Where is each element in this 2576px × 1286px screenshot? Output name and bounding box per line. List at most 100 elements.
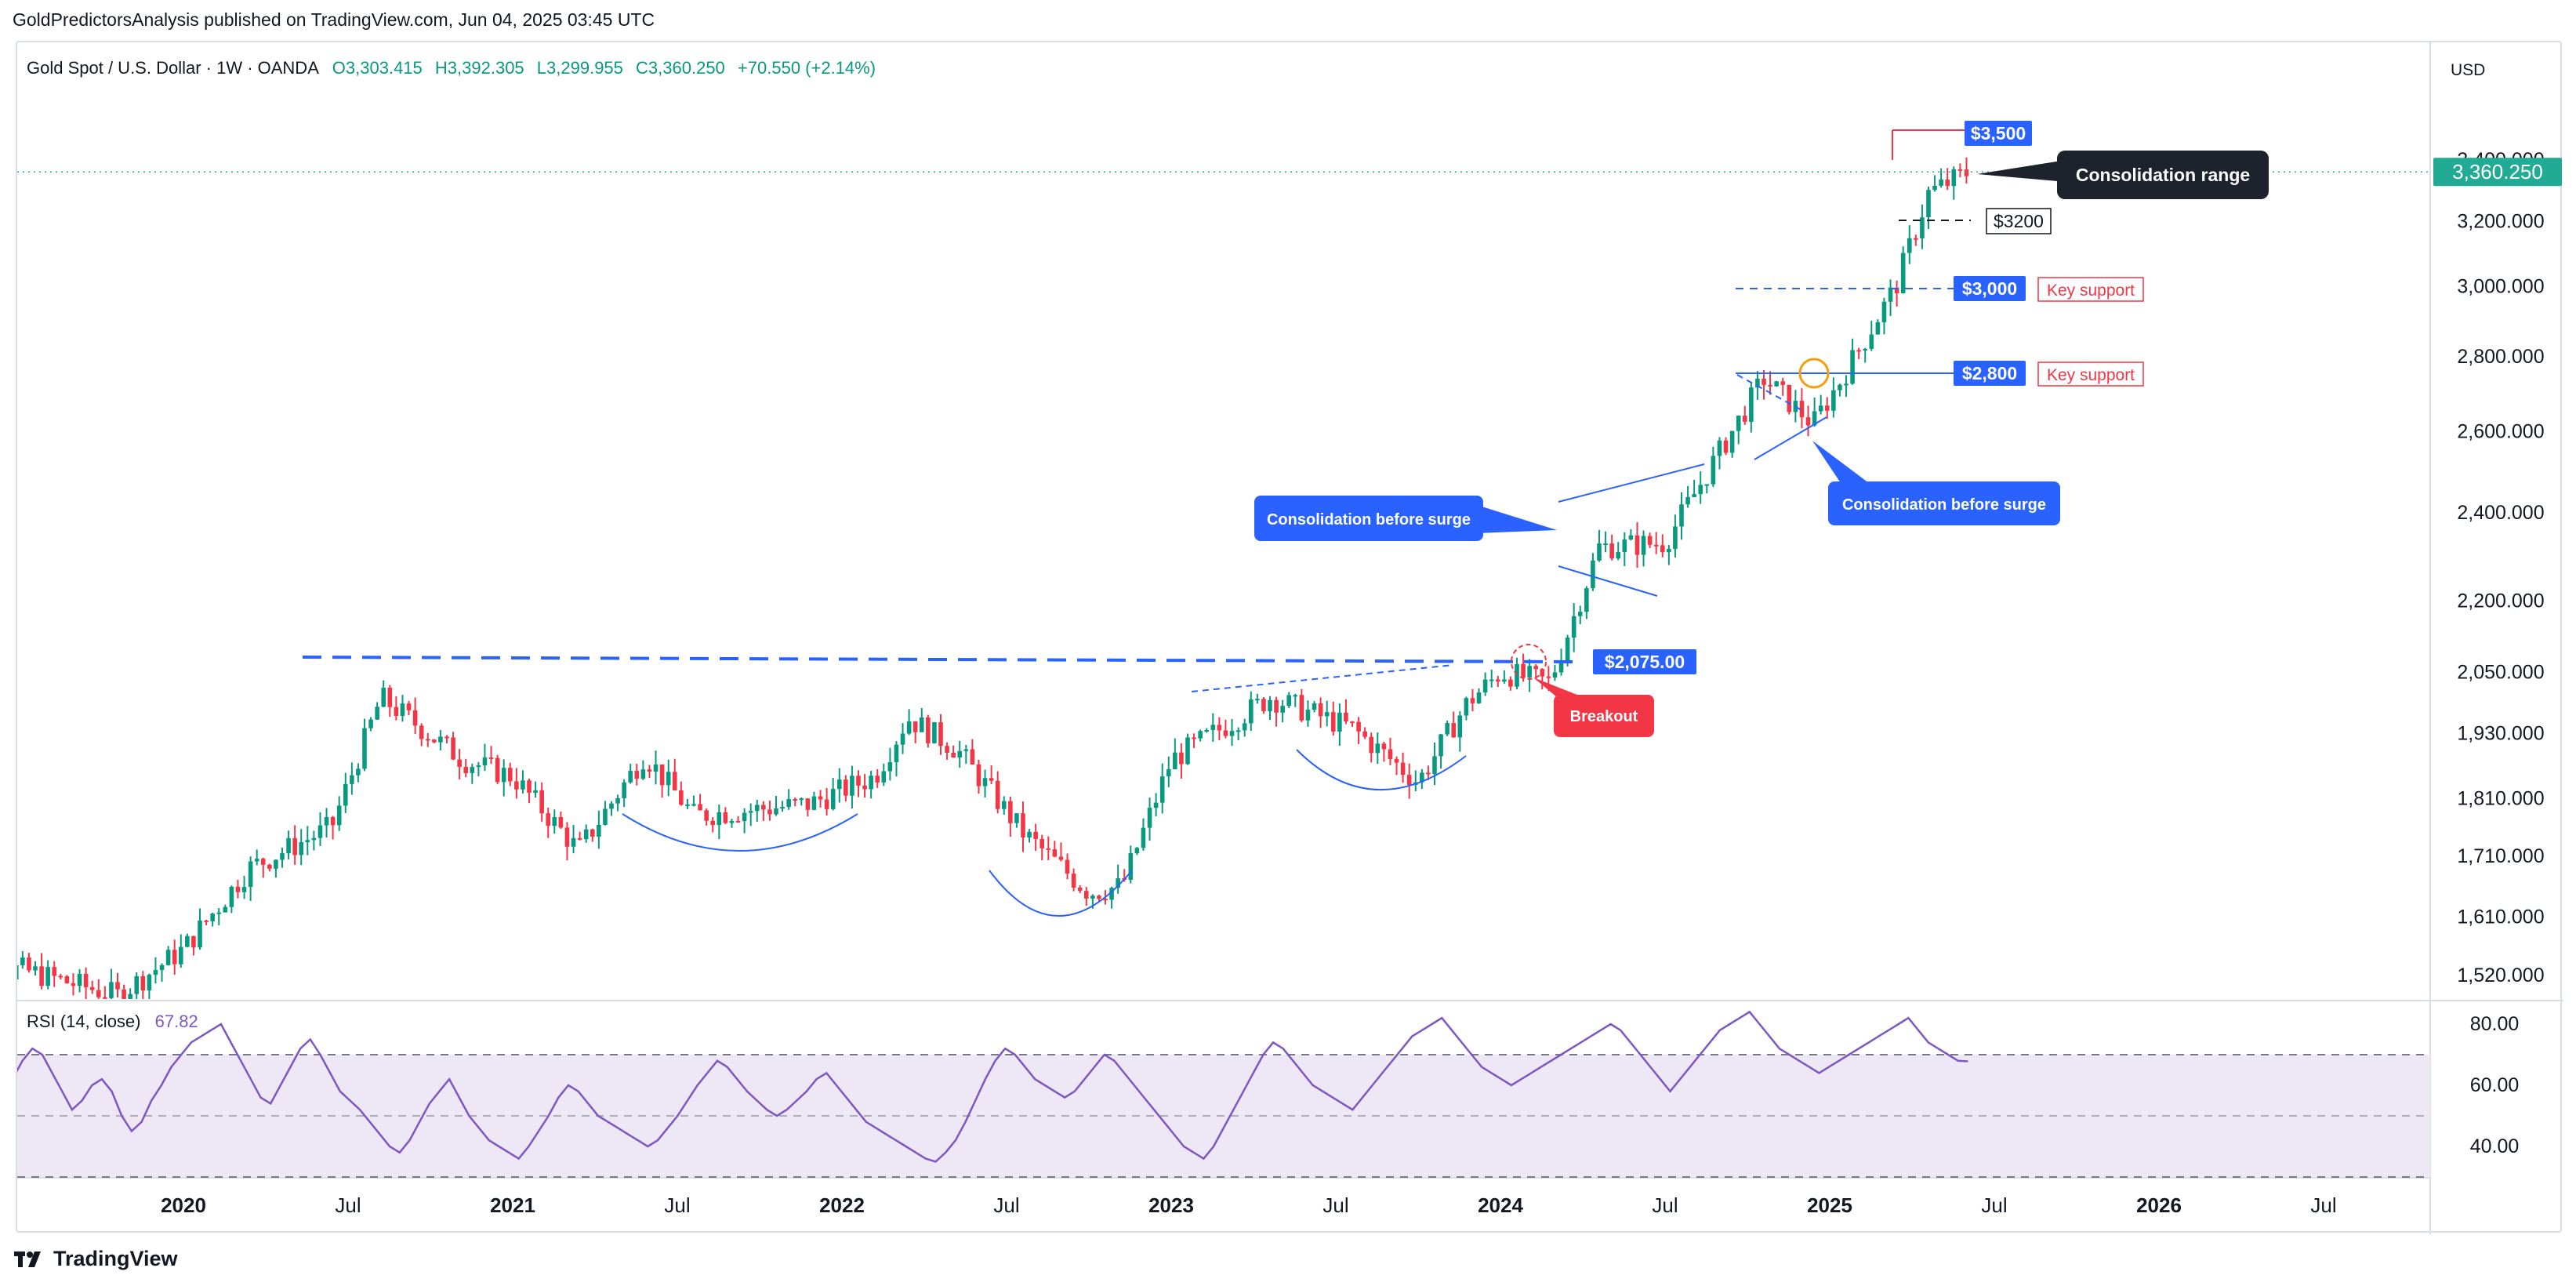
label-2800-box[interactable] (1954, 361, 2026, 386)
candle-body[interactable] (919, 717, 924, 732)
candle-body[interactable] (1875, 322, 1881, 335)
candle-body[interactable] (17, 964, 19, 980)
candle-body[interactable] (634, 771, 640, 779)
candle-body[interactable] (818, 796, 823, 800)
candle-body[interactable] (488, 757, 494, 759)
candle-body[interactable] (976, 764, 981, 786)
candle-body[interactable] (412, 710, 418, 726)
candle-body[interactable] (20, 957, 25, 965)
candle-body[interactable] (1248, 699, 1254, 724)
candle-body[interactable] (1641, 536, 1646, 555)
candle-body[interactable] (27, 957, 31, 971)
candle-body[interactable] (204, 920, 209, 922)
candle-body[interactable] (140, 975, 146, 991)
candle-body[interactable] (717, 812, 722, 826)
candle-body[interactable] (33, 966, 38, 971)
candle-body[interactable] (362, 728, 367, 769)
candle-body[interactable] (546, 813, 551, 826)
candle-body[interactable] (811, 796, 817, 810)
candle-body[interactable] (1495, 679, 1500, 682)
candle-body[interactable] (260, 859, 266, 865)
candle-body[interactable] (83, 973, 89, 987)
candle-body[interactable] (172, 950, 177, 964)
candle-body[interactable] (210, 914, 215, 921)
candle-body[interactable] (1235, 730, 1241, 732)
candle-body[interactable] (336, 805, 342, 826)
candle-body[interactable] (735, 820, 741, 823)
candle-body[interactable] (274, 859, 278, 869)
candle-body[interactable] (748, 811, 753, 813)
candle-body[interactable] (89, 986, 95, 990)
candle-body[interactable] (463, 766, 469, 773)
candle-body[interactable] (1128, 853, 1134, 880)
candle-body[interactable] (1394, 759, 1399, 763)
candle-body[interactable] (406, 703, 412, 710)
candle-body[interactable] (1597, 543, 1602, 561)
candle-body[interactable] (311, 837, 317, 841)
candle-body[interactable] (597, 824, 601, 837)
candle-body[interactable] (159, 964, 165, 970)
candle-body[interactable] (1673, 526, 1678, 549)
candle-body[interactable] (350, 775, 354, 784)
candle-body[interactable] (1457, 715, 1463, 738)
candle-body[interactable] (1350, 721, 1355, 724)
candle-body[interactable] (1869, 334, 1874, 349)
candle-body[interactable] (514, 781, 519, 790)
candle-body[interactable] (1957, 169, 1963, 171)
candle-body[interactable] (1255, 699, 1260, 701)
candle-body[interactable] (1223, 730, 1228, 736)
candle-body[interactable] (754, 805, 760, 812)
candle-body[interactable] (1420, 772, 1424, 783)
candle-body[interactable] (951, 752, 956, 757)
candle-body[interactable] (1660, 545, 1665, 553)
candle-body[interactable] (793, 799, 798, 801)
candle-body[interactable] (1027, 831, 1032, 838)
candle-body[interactable] (507, 768, 513, 782)
candle-body[interactable] (1077, 887, 1083, 892)
candle-body[interactable] (223, 906, 228, 913)
candle-body[interactable] (1369, 736, 1374, 754)
candle-body[interactable] (1920, 217, 1925, 238)
candle-body[interactable] (1805, 417, 1811, 426)
candle-body[interactable] (856, 776, 861, 786)
candle-body[interactable] (1634, 535, 1640, 555)
candle-body[interactable] (1406, 775, 1412, 786)
candle-body[interactable] (767, 809, 772, 815)
symbol-name[interactable]: Gold Spot / U.S. Dollar · 1W · OANDA (27, 58, 319, 78)
candle-body[interactable] (1521, 663, 1526, 678)
callout-1-box[interactable] (1254, 496, 1483, 541)
key-support-3000-box[interactable] (2037, 277, 2144, 302)
candle-body[interactable] (1667, 548, 1671, 553)
candle-body[interactable] (1280, 706, 1285, 713)
candle-body[interactable] (1464, 698, 1469, 716)
candle-body[interactable] (451, 737, 455, 760)
candle-body[interactable] (666, 772, 671, 786)
candle-body[interactable] (444, 736, 449, 739)
candle-body[interactable] (1856, 350, 1861, 352)
candle-body[interactable] (1723, 440, 1729, 453)
candle-body[interactable] (64, 976, 70, 983)
candle-body[interactable] (1153, 802, 1159, 808)
candle-body[interactable] (1907, 238, 1912, 253)
label-3500-box[interactable] (1965, 121, 2032, 146)
candle-body[interactable] (109, 982, 114, 998)
candle-body[interactable] (1679, 504, 1684, 527)
rsi-name[interactable]: RSI (14, close) (27, 1012, 141, 1031)
candle-body[interactable] (1647, 536, 1653, 545)
candle-body[interactable] (1653, 544, 1659, 547)
rsi-line[interactable] (17, 1010, 1968, 1163)
candle-body[interactable] (844, 779, 848, 796)
candle-body[interactable] (1318, 703, 1323, 717)
candle-body[interactable] (1426, 772, 1431, 775)
candle-body[interactable] (191, 935, 196, 948)
candle-body[interactable] (799, 798, 804, 801)
candle-body[interactable] (1198, 731, 1203, 739)
candle-body[interactable] (1768, 384, 1772, 387)
candle-body[interactable] (926, 717, 931, 743)
candle-body[interactable] (1584, 588, 1589, 612)
candle-body[interactable] (299, 842, 304, 856)
candle-body[interactable] (1914, 238, 1918, 240)
candle-body[interactable] (1546, 676, 1551, 678)
candle-body[interactable] (292, 837, 297, 856)
candle-body[interactable] (198, 920, 202, 948)
